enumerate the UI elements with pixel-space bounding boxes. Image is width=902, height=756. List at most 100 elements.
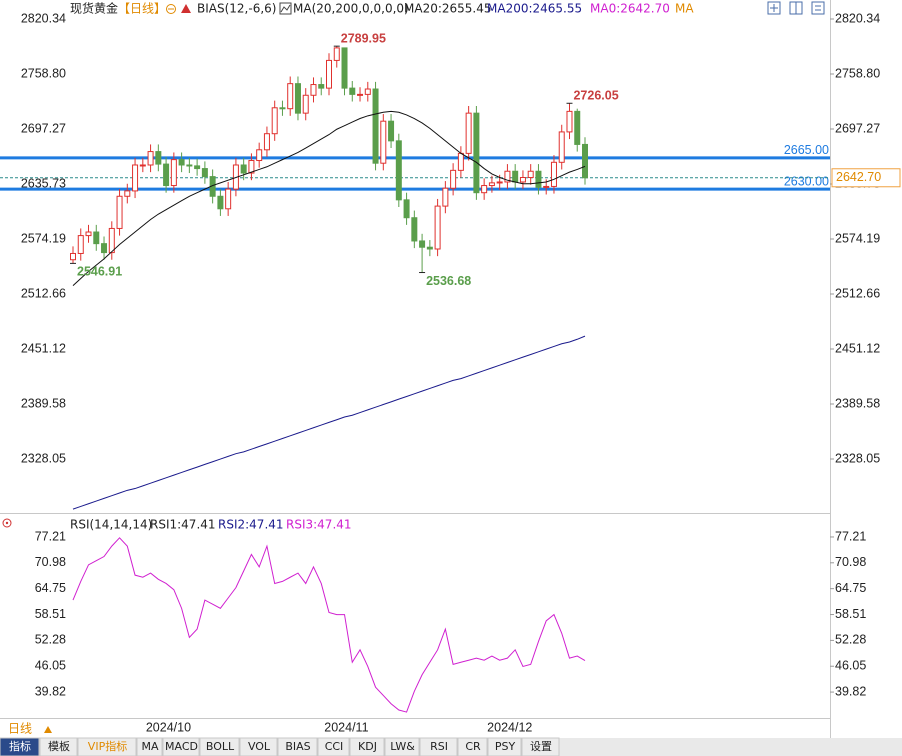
y-tick-label-right: 2512.66: [835, 286, 880, 300]
x-tick-label: 2024/11: [324, 720, 368, 734]
tab-label: 设置: [530, 740, 552, 753]
y-tick-label-left: 64.75: [35, 581, 66, 595]
candle-body: [496, 181, 503, 184]
candle-body: [372, 88, 379, 164]
rsi3-label: RSI3:47.41: [286, 518, 352, 532]
rsi-gear[interactable]: [2, 518, 12, 528]
y-tick-label-right: 2389.58: [835, 396, 880, 410]
candle-body: [442, 187, 449, 207]
tab-label: VOL: [248, 740, 271, 753]
candle-body: [70, 252, 76, 261]
period-tab[interactable]: 日线: [8, 722, 32, 736]
tab-label: BOLL: [206, 740, 235, 753]
candle-body: [574, 110, 581, 145]
y-tick-label-left: 77.21: [35, 529, 66, 543]
tab[interactable]: KDJ: [349, 737, 385, 756]
rsi2-label: RSI2:47.41: [218, 518, 284, 532]
y-tick-label-right: 39.82: [835, 684, 866, 698]
candle-body: [155, 151, 162, 165]
candle-body: [256, 149, 263, 162]
settings-icon[interactable]: [811, 1, 825, 15]
tab-background: [487, 737, 522, 756]
tab-label: CCI: [325, 740, 344, 753]
candle-body: [194, 165, 201, 170]
period-arrow[interactable]: [44, 726, 52, 733]
indicator-icon: [181, 4, 191, 13]
gear-icon: [5, 521, 9, 525]
y-tick-label-left: 2697.27: [21, 121, 66, 135]
ma20-label: MA20:2655.45: [404, 2, 492, 16]
tab[interactable]: 指标: [0, 737, 40, 756]
tab-label: VIP指标: [88, 739, 127, 753]
tab[interactable]: VOL: [239, 737, 278, 756]
candle-body: [85, 231, 92, 237]
tab[interactable]: MA: [136, 737, 163, 756]
candle-body: [512, 170, 519, 183]
candle-body: [225, 188, 232, 210]
y-tick-label-right: 52.28: [835, 633, 866, 647]
tab-background: [199, 737, 240, 756]
y-tick-label-left: 2574.19: [21, 231, 66, 245]
zoom-icon[interactable]: [767, 1, 781, 15]
tab[interactable]: BOLL: [199, 737, 240, 756]
tab[interactable]: CR: [457, 737, 488, 756]
ma200-label: MA200:2465.55: [487, 2, 582, 16]
candle-body: [186, 164, 193, 167]
period-label[interactable]: 【日线】: [118, 2, 166, 16]
tab[interactable]: CCI: [317, 737, 350, 756]
tab-label: LW&: [390, 740, 415, 753]
tab[interactable]: RSI: [419, 737, 458, 756]
candle-body: [163, 163, 170, 187]
y-tick-label-left: 39.82: [35, 684, 66, 698]
tab-background: [317, 737, 350, 756]
candle-body: [550, 161, 557, 187]
tab-label: PSY: [495, 740, 516, 753]
candle-body: [124, 190, 131, 197]
tab[interactable]: BIAS: [277, 737, 318, 756]
current-price-label: 2642.70: [836, 170, 881, 184]
candle-body: [139, 164, 146, 167]
candle-body: [527, 170, 534, 179]
candle-body: [504, 170, 511, 183]
y-tick-label-left: 2389.58: [21, 396, 66, 410]
candle-body: [178, 159, 185, 166]
tab-background: [277, 737, 318, 756]
tab[interactable]: LW&: [384, 737, 420, 756]
candle-body: [543, 185, 550, 188]
y-tick-label-right: 70.98: [835, 555, 866, 569]
tab[interactable]: PSY: [487, 737, 522, 756]
tab[interactable]: 模板: [39, 737, 78, 756]
tab[interactable]: VIP指标: [77, 737, 137, 756]
candle-body: [488, 182, 495, 187]
tab[interactable]: MACD: [162, 737, 200, 756]
candle-body: [310, 84, 317, 96]
candle-body: [380, 120, 387, 164]
candle-body: [287, 83, 294, 110]
y-tick-label-left: 2758.80: [21, 66, 66, 80]
support-label: 2630.00: [784, 174, 829, 188]
tab-background: [349, 737, 385, 756]
candle-body: [450, 169, 457, 189]
tab-background: [457, 737, 488, 756]
tab-label: 指标: [9, 739, 31, 753]
candle-body: [403, 199, 410, 219]
candle-body: [77, 235, 84, 254]
rsi-line: [72, 537, 586, 713]
y-tick-label-right: 64.75: [835, 581, 866, 595]
tab-background: [39, 737, 78, 756]
y-tick-label-right: 2697.27: [835, 121, 880, 135]
candle-body: [101, 243, 108, 254]
extreme-label: 2726.05: [573, 89, 618, 103]
y-tick-label-left: 2328.05: [21, 451, 66, 465]
y-tick-label-left: 46.05: [35, 659, 66, 673]
extreme-label: 2546.91: [77, 265, 122, 279]
candle-body: [535, 170, 542, 188]
collapse-icon[interactable]: [166, 4, 176, 14]
tab-label: BIAS: [285, 740, 310, 753]
tab-label: MA: [141, 740, 158, 753]
x-tick-label: 2024/12: [487, 720, 532, 734]
y-tick-label-right: 2451.12: [835, 341, 880, 355]
tab[interactable]: 设置: [521, 737, 560, 756]
candle-body: [481, 185, 488, 194]
